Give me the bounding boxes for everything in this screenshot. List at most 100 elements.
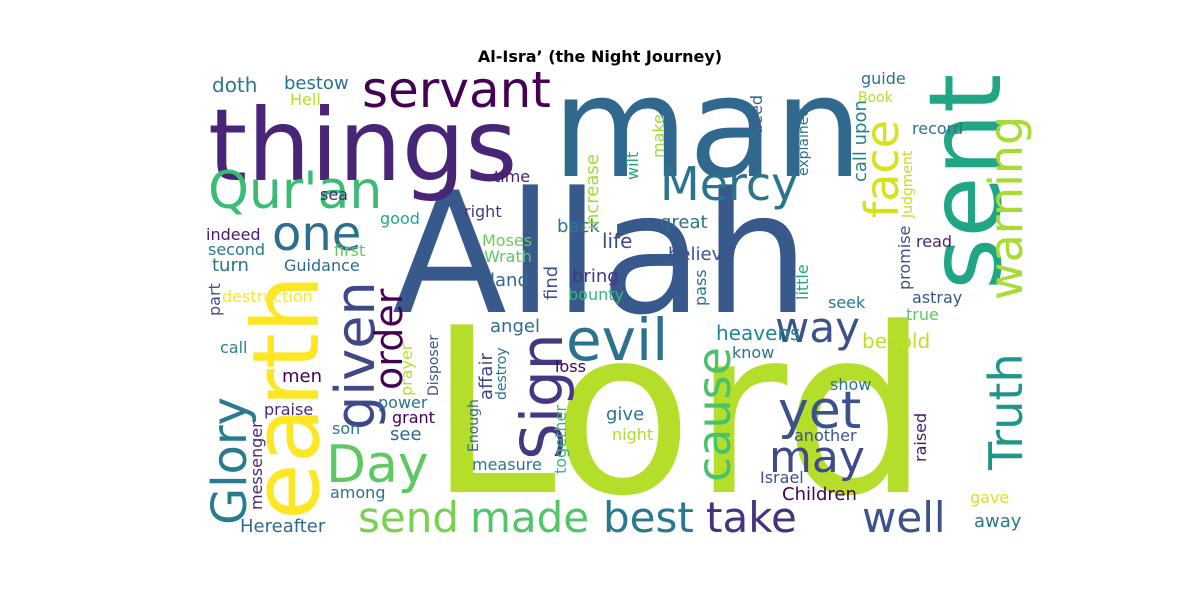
word-make: make xyxy=(649,114,668,158)
word-hereafter: Hereafter xyxy=(240,516,326,537)
word-servant: servant xyxy=(362,61,551,119)
word-cause: cause xyxy=(687,347,741,482)
word-gave: gave xyxy=(970,488,1009,507)
word-sea: sea xyxy=(320,185,348,204)
word-moses: Moses xyxy=(482,231,532,250)
word-know: know xyxy=(732,343,774,362)
word-destroy: destroy xyxy=(494,347,510,400)
word-enough: Enough xyxy=(466,399,482,452)
word-explained: explained xyxy=(796,108,812,176)
word-grant: grant xyxy=(392,408,435,427)
word-right: right xyxy=(464,202,502,221)
word-judgment: Judgment xyxy=(900,150,916,219)
word-measure: measure xyxy=(472,455,542,474)
word-wilt: wilt xyxy=(623,152,642,180)
word-true: true xyxy=(906,305,939,324)
word-send: send xyxy=(358,493,459,542)
word-one: one xyxy=(272,206,361,262)
word-guidance: Guidance xyxy=(284,256,360,275)
word-warning: warning xyxy=(979,116,1033,300)
word-call: call xyxy=(220,338,248,357)
word-man: man xyxy=(552,47,863,210)
word-things: things xyxy=(208,87,517,204)
word-behold: behold xyxy=(862,329,930,353)
word-book: Book xyxy=(858,90,894,106)
word-bring: bring xyxy=(572,266,619,287)
word-first: first xyxy=(334,241,365,260)
word-glory: Glory xyxy=(202,397,258,525)
word-among: among xyxy=(330,483,385,502)
word-take: take xyxy=(706,493,797,542)
word-disposer: Disposer xyxy=(426,335,442,396)
word-night: night xyxy=(612,425,653,444)
word-order: order xyxy=(367,288,411,390)
word-call-upon: call upon xyxy=(850,100,871,182)
word-another: another xyxy=(794,426,857,445)
word-find: find xyxy=(541,266,562,300)
word-israel: Israel xyxy=(760,468,804,487)
word-loss: loss xyxy=(555,357,586,376)
word-power: power xyxy=(378,393,428,412)
chart-title: Al-Isra’ (the Night Journey) xyxy=(477,47,723,66)
word-messenger: messenger xyxy=(247,421,266,510)
word-truth: Truth xyxy=(979,353,1033,471)
word-indeed: indeed xyxy=(206,225,261,244)
word-doth: doth xyxy=(212,73,257,97)
word-children: Children xyxy=(782,484,857,505)
word-angel: angel xyxy=(490,316,540,337)
word-affair: affair xyxy=(476,353,497,400)
word-mercy: Mercy xyxy=(660,157,798,211)
word-yet: yet xyxy=(778,381,861,441)
word-day: Day xyxy=(326,435,429,495)
word-promise: promise xyxy=(895,226,914,290)
word-second: second xyxy=(208,240,265,259)
word-well: well xyxy=(862,493,946,542)
word-deed: deed xyxy=(747,95,766,135)
word-guide: guide xyxy=(861,69,906,88)
word-record: record xyxy=(912,119,963,138)
word-bestow: bestow xyxy=(284,73,349,94)
word-son: son xyxy=(332,419,360,438)
word-best: best xyxy=(603,493,694,542)
word-time: time xyxy=(494,167,530,186)
word-part: part xyxy=(205,283,224,316)
word-believe: believe xyxy=(668,244,733,265)
word-read: read xyxy=(916,232,952,251)
word-qur-an: Qur'an xyxy=(208,161,382,221)
word-astray: astray xyxy=(912,288,962,307)
word-earth: earth xyxy=(233,275,340,520)
word-men: men xyxy=(282,366,322,387)
word-turn: turn xyxy=(212,255,249,276)
word-good: good xyxy=(380,209,420,228)
word-prayer: prayer xyxy=(397,343,416,396)
word-given: given xyxy=(324,281,387,430)
word-hell: Hell xyxy=(290,90,321,109)
word-evil: evil xyxy=(566,306,668,374)
word-little: little xyxy=(793,264,812,300)
word-raised: raised xyxy=(911,413,930,462)
word-away: away xyxy=(974,511,1022,532)
word-together: together xyxy=(551,405,570,474)
word-sign: Sign xyxy=(508,333,576,460)
word-life: life xyxy=(602,229,632,253)
word-may: may xyxy=(769,432,865,483)
word-bounty: bounty xyxy=(568,285,624,304)
word-praise: praise xyxy=(264,400,313,419)
word-show: show xyxy=(830,375,871,394)
word-face: face xyxy=(855,120,909,218)
word-destruction: destruction xyxy=(222,287,313,306)
word-lord: Lord xyxy=(428,280,929,547)
word-pass: pass xyxy=(691,269,710,306)
word-way: way xyxy=(775,303,860,352)
word-land: land xyxy=(490,270,529,291)
word-increase: increase xyxy=(582,154,603,230)
word-allah: Allah xyxy=(392,156,810,352)
word-seek: seek xyxy=(828,293,866,312)
word-wrath: Wrath xyxy=(484,247,532,266)
word-back: back xyxy=(557,216,600,237)
word-great: great xyxy=(660,212,708,233)
word-give: give xyxy=(606,404,644,425)
word-heavens: heavens xyxy=(716,321,800,345)
word-made: made xyxy=(470,493,589,542)
